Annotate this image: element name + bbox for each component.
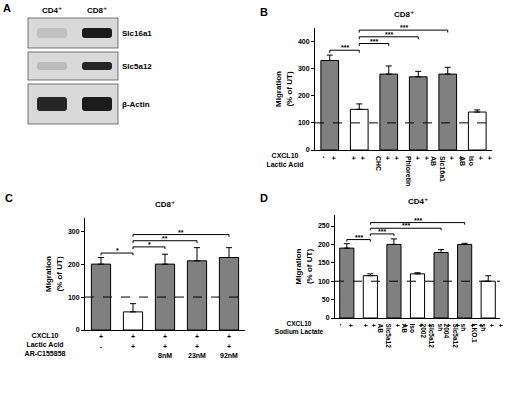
svg-text:++Slc16a1AB: ++Slc16a1AB bbox=[430, 156, 464, 182]
svg-text:50: 50 bbox=[322, 296, 330, 303]
svg-text:++shSlc5a122004: ++shSlc5a122004 bbox=[443, 324, 484, 349]
svg-text:CXCL10Sodium Lactate: CXCL10Sodium Lactate bbox=[275, 320, 324, 335]
svg-text:150: 150 bbox=[318, 259, 330, 266]
svg-text:B: B bbox=[260, 6, 268, 18]
svg-text:***: *** bbox=[400, 24, 408, 31]
svg-text:CXCL10Lactic Acid: CXCL10Lactic Acid bbox=[266, 152, 303, 168]
svg-text:++8nM: ++8nM bbox=[158, 333, 172, 358]
svg-text:300: 300 bbox=[298, 65, 310, 72]
svg-text:+-: +- bbox=[99, 333, 103, 349]
svg-text:100: 100 bbox=[68, 294, 80, 301]
svg-text:***: *** bbox=[414, 217, 422, 224]
svg-text:Migration(% of UT): Migration(% of UT) bbox=[294, 248, 313, 284]
svg-text:*: * bbox=[148, 241, 151, 248]
svg-text:CD4⁺: CD4⁺ bbox=[408, 197, 428, 206]
svg-text:++IsoAB: ++IsoAB bbox=[459, 156, 493, 166]
svg-text:Slc16a1: Slc16a1 bbox=[122, 29, 152, 38]
svg-text:+-: +- bbox=[338, 324, 353, 328]
svg-text:++92nM: ++92nM bbox=[220, 333, 238, 358]
svg-text:CXCL10Lactic AcidAR-C155858: CXCL10Lactic AcidAR-C155858 bbox=[25, 332, 66, 357]
svg-text:Migration(% of UT): Migration(% of UT) bbox=[274, 71, 293, 107]
svg-text:++Slc5a12AB: ++Slc5a12AB bbox=[377, 324, 409, 349]
svg-text:200: 200 bbox=[318, 241, 330, 248]
svg-text:Slc5a12: Slc5a12 bbox=[122, 62, 152, 71]
svg-text:Migration(% of UT): Migration(% of UT) bbox=[44, 256, 63, 292]
svg-text:CD8⁺: CD8⁺ bbox=[87, 6, 107, 15]
svg-text:++shLKO.1: ++shLKO.1 bbox=[471, 324, 503, 344]
svg-text:D: D bbox=[260, 192, 268, 204]
svg-text:0: 0 bbox=[76, 326, 80, 333]
svg-text:***: *** bbox=[355, 234, 363, 241]
svg-text:***: *** bbox=[370, 38, 378, 45]
svg-text:***: *** bbox=[341, 44, 349, 51]
svg-text:200: 200 bbox=[68, 261, 80, 268]
svg-text:++: ++ bbox=[362, 324, 377, 328]
svg-text:***: *** bbox=[378, 228, 386, 235]
svg-text:CD8⁺: CD8⁺ bbox=[155, 200, 175, 209]
svg-text:CD8⁺: CD8⁺ bbox=[394, 10, 414, 19]
svg-text:+-: +- bbox=[321, 156, 337, 160]
svg-text:250: 250 bbox=[318, 222, 330, 229]
svg-text:100: 100 bbox=[318, 278, 330, 285]
svg-text:CD4⁺: CD4⁺ bbox=[42, 6, 62, 15]
svg-text:200: 200 bbox=[298, 92, 310, 99]
svg-text:β-Actin: β-Actin bbox=[122, 100, 150, 109]
svg-text:A: A bbox=[3, 2, 11, 14]
svg-text:300: 300 bbox=[68, 228, 80, 235]
svg-text:0: 0 bbox=[306, 146, 310, 153]
svg-text:++: ++ bbox=[131, 333, 135, 349]
svg-text:**: ** bbox=[162, 235, 168, 242]
svg-text:++23nM: ++23nM bbox=[188, 333, 206, 358]
svg-text:++IsoAB: ++IsoAB bbox=[401, 324, 433, 334]
svg-text:++CHC: ++CHC bbox=[375, 156, 400, 171]
svg-text:***: *** bbox=[402, 222, 410, 229]
svg-text:*: * bbox=[116, 247, 119, 254]
svg-text:++shSlc5a122002: ++shSlc5a122002 bbox=[420, 324, 461, 349]
svg-text:0: 0 bbox=[326, 314, 330, 321]
svg-text:++: ++ bbox=[350, 156, 366, 160]
svg-text:400: 400 bbox=[298, 38, 310, 45]
svg-text:++Phloretin: ++Phloretin bbox=[405, 156, 430, 186]
svg-text:***: *** bbox=[385, 31, 393, 38]
svg-text:100: 100 bbox=[298, 119, 310, 126]
svg-text:**: ** bbox=[178, 229, 184, 236]
svg-text:C: C bbox=[5, 192, 13, 204]
